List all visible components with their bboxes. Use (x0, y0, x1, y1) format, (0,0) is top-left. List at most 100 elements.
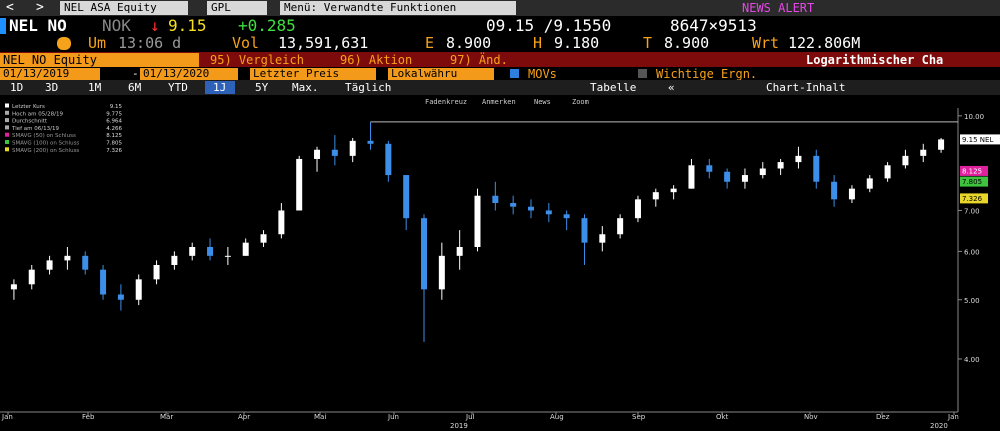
x-tick-label: Jan (947, 413, 959, 421)
legend-value: 7.326 (106, 148, 122, 154)
candle-body (153, 264, 160, 280)
candle-body (260, 234, 267, 243)
candle-body (189, 246, 196, 256)
last-price: 9.15 (168, 16, 207, 35)
price-badge (960, 193, 988, 204)
start-date[interactable]: 01/13/2019 (0, 68, 100, 80)
candle-body (866, 178, 873, 189)
period-button[interactable]: 1M (88, 81, 102, 94)
menu-item[interactable]: 95) Vergleich (210, 53, 304, 67)
period-button[interactable]: Max. (292, 81, 319, 94)
menu-item[interactable]: 96) Aktion (340, 53, 413, 67)
x-tick-label: Mai (314, 413, 326, 421)
legend-label: Hoch am 05/28/19 (12, 111, 63, 117)
candle-body (759, 168, 766, 176)
stat-value: 8.900 (446, 34, 492, 52)
legend-value: 6.964 (106, 119, 122, 125)
collapse[interactable]: « (668, 81, 675, 94)
currency-select[interactable]: Lokalwähru (388, 68, 494, 80)
candle-body (314, 149, 321, 159)
y-tick-label: 4.00 (964, 356, 980, 364)
security-field[interactable]: NEL ASA Equity (60, 1, 188, 15)
menu-item[interactable]: 97) Änd. (450, 53, 508, 67)
candle-body (421, 218, 428, 290)
candle-body (920, 149, 927, 156)
tool[interactable]: Zoom (572, 98, 589, 106)
end-date[interactable]: 01/13/2020 (140, 68, 238, 80)
menu-field[interactable]: Menü: Verwandte Funktionen (280, 1, 516, 15)
tool[interactable]: Fadenkreuz (425, 98, 468, 106)
candle-body (207, 246, 214, 256)
legend-label: Durchschnitt (12, 119, 48, 125)
menu-bar (0, 52, 1000, 67)
period-button[interactable]: 1D (10, 81, 24, 94)
legend-swatch (5, 140, 9, 144)
candle-body (474, 195, 481, 247)
forward-button[interactable]: > (36, 0, 44, 15)
period-button[interactable]: 6M (128, 81, 142, 94)
legend-value: 7.805 (106, 141, 122, 147)
candle-body (367, 140, 374, 144)
y-tick-label: 10.00 (964, 113, 984, 121)
price-badge (960, 176, 988, 187)
x-tick-label: Nov (804, 413, 818, 421)
period-button[interactable]: 5Y (255, 81, 269, 94)
period-active (205, 81, 235, 94)
stat-label: Um (88, 34, 107, 52)
legend-swatch (5, 125, 9, 130)
equity-field[interactable]: NEL NO Equity (0, 53, 199, 67)
marker (0, 18, 6, 34)
news-alert[interactable]: NEWS ALERT (742, 1, 815, 15)
candle-body (724, 171, 731, 182)
candle-body (349, 140, 356, 156)
candle-body (795, 155, 802, 163)
stat-value: 13,591,631 (278, 34, 369, 52)
legend-value: 4.266 (106, 126, 122, 132)
candle-body (278, 210, 285, 235)
period-button[interactable]: 3D (45, 81, 59, 94)
tool[interactable]: Anmerken (482, 98, 516, 106)
candle-body (456, 246, 463, 256)
legend-swatch (5, 103, 9, 108)
period-button[interactable]: 1J (213, 81, 227, 94)
x-tick-label: Sep (632, 413, 646, 421)
year-label: 2020 (930, 422, 948, 430)
bid-ask: 09.15 /9.1550 (486, 16, 612, 35)
frequency[interactable]: Täglich (345, 81, 392, 94)
candle-body (296, 158, 303, 211)
candle-body (634, 199, 641, 219)
candle-body (46, 260, 53, 270)
stat-label: Wrt (752, 34, 780, 52)
candle-body (242, 242, 249, 256)
date-separator: - (132, 67, 139, 80)
candle-body (100, 269, 107, 295)
currency: NOK (102, 16, 131, 35)
movs-checkbox[interactable] (510, 69, 519, 78)
field-select[interactable]: Letzter Preis (250, 68, 376, 80)
candle-body (438, 255, 445, 290)
x-tick-label: Feb (82, 413, 95, 421)
candle-body (403, 175, 410, 219)
chart-content[interactable]: Chart-Inhalt (766, 81, 846, 94)
table-button[interactable]: Tabelle (590, 81, 637, 94)
scale-label: Logarithmischer Cha (806, 53, 944, 67)
candle-body (848, 188, 855, 200)
tool[interactable]: News (534, 98, 551, 106)
x-tick-label: Jan (1, 413, 13, 421)
back-button[interactable]: < (6, 0, 14, 15)
stat-value: 8.900 (664, 34, 710, 52)
legend-label: SMAVG (50) on Schluss (12, 133, 76, 139)
stat-value: 9.180 (554, 34, 600, 52)
source-field[interactable]: GPL (207, 1, 267, 15)
candle-body (938, 139, 945, 150)
candle-body (64, 255, 71, 261)
period-button[interactable]: YTD (168, 81, 188, 94)
candle-body (171, 255, 178, 265)
stat-label: E (425, 34, 435, 52)
events-checkbox[interactable] (638, 69, 647, 78)
movs-label: MOVs (528, 67, 557, 81)
candle-body (28, 269, 35, 285)
candle-body (545, 210, 552, 215)
price-badge-label: 8.125 (962, 167, 982, 175)
candle-body (706, 165, 713, 172)
